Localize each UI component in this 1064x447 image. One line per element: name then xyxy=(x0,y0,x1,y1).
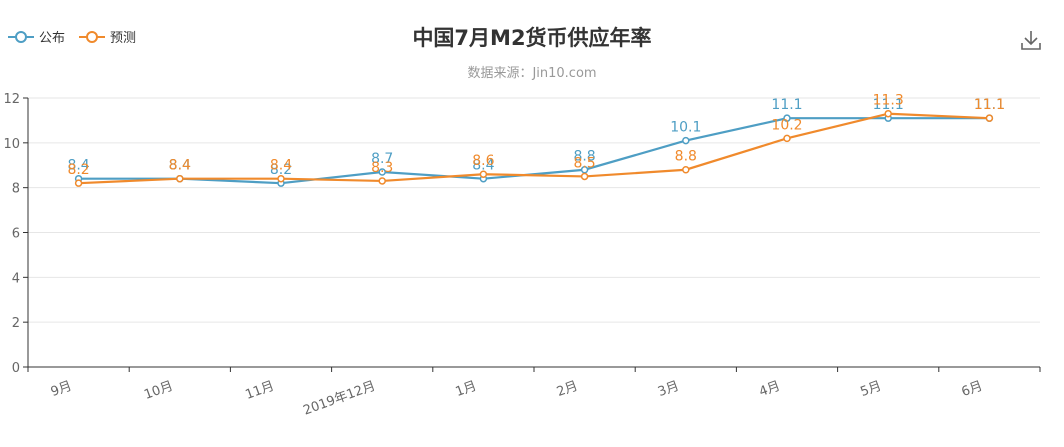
y-tick-label: 10 xyxy=(3,137,20,152)
download-icon[interactable] xyxy=(1020,29,1042,51)
y-tick-label: 6 xyxy=(12,227,20,242)
data-label: 8.4 xyxy=(169,158,191,174)
data-label: 8.8 xyxy=(573,149,595,165)
data-point xyxy=(378,168,386,176)
data-point xyxy=(176,174,184,183)
y-tick-label: 0 xyxy=(12,361,20,376)
y-tick-label: 12 xyxy=(3,92,20,107)
data-label: 8.4 xyxy=(169,158,191,174)
y-tick-label: 2 xyxy=(12,316,20,331)
y-tick-label: 4 xyxy=(12,271,20,286)
data-label: 11.1 xyxy=(873,97,904,113)
data-label: 8.4 xyxy=(472,158,494,174)
data-label: 10.1 xyxy=(670,120,701,136)
x-tick-label: 4月 xyxy=(757,379,782,400)
data-label: 8.4 xyxy=(270,158,292,174)
x-tick-label: 2019年12月 xyxy=(301,379,377,419)
data-label: 10.2 xyxy=(771,117,802,133)
data-point xyxy=(580,172,589,181)
data-label: 11.3 xyxy=(873,93,904,109)
legend: 公布 预测 xyxy=(8,27,136,46)
data-label: 8.8 xyxy=(675,149,697,165)
data-label: 11.1 xyxy=(771,97,802,113)
data-label: 8.2 xyxy=(270,162,292,178)
data-point xyxy=(74,179,83,187)
data-point xyxy=(682,165,690,174)
x-tick-label: 9月 xyxy=(49,379,74,400)
data-point xyxy=(479,170,488,178)
data-label: 11.1 xyxy=(974,97,1005,113)
x-tick-label: 2月 xyxy=(555,379,580,400)
data-label: 8.3 xyxy=(371,160,393,176)
data-label: 8.5 xyxy=(573,155,595,171)
x-tick-label: 6月 xyxy=(960,379,985,400)
data-point xyxy=(783,134,791,143)
y-tick-label: 8 xyxy=(12,182,20,197)
legend-label-published: 公布 xyxy=(39,31,66,46)
data-label: 11.1 xyxy=(974,97,1005,113)
series-line-0 xyxy=(78,117,990,185)
data-point xyxy=(884,109,892,118)
x-tick-label: 3月 xyxy=(656,379,681,400)
series-line-1 xyxy=(78,112,990,185)
data-point xyxy=(277,174,285,183)
data-point xyxy=(985,114,994,122)
data-label: 8.6 xyxy=(472,153,494,169)
data-point xyxy=(783,114,791,122)
data-label: 8.2 xyxy=(67,162,89,178)
chart-title: 中国7月M2货币供应年率 xyxy=(412,26,652,50)
x-tick-label: 11月 xyxy=(243,379,276,403)
data-label: 8.4 xyxy=(67,158,89,174)
x-tick-label: 5月 xyxy=(858,379,883,400)
data-point xyxy=(682,136,690,145)
x-tick-label: 10月 xyxy=(142,379,175,403)
legend-line-forecast-icon xyxy=(79,30,106,43)
legend-line-published-icon xyxy=(8,30,34,43)
data-label: 8.7 xyxy=(371,151,393,167)
chart-subtitle: 数据来源：Jin10.com xyxy=(467,66,597,81)
legend-label-forecast: 预测 xyxy=(110,31,137,46)
legend-item-forecast[interactable]: 预测 xyxy=(79,27,136,46)
data-point xyxy=(378,177,386,185)
legend-item-published[interactable]: 公布 xyxy=(8,27,65,46)
x-tick-label: 1月 xyxy=(454,379,479,400)
